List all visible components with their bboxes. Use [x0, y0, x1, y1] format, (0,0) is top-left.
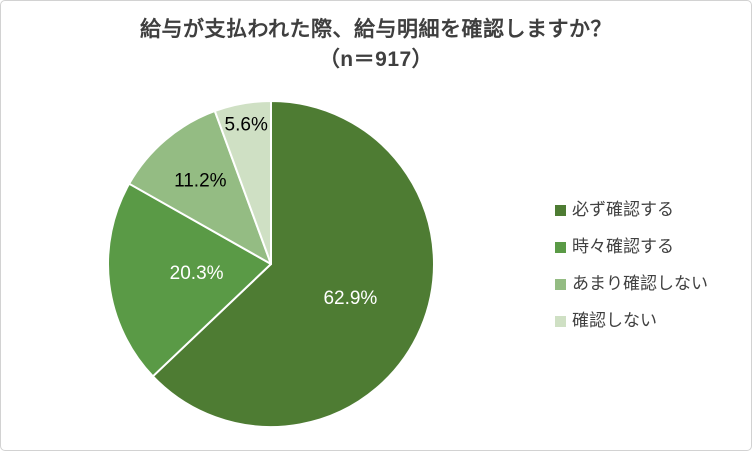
- legend-item: 時々確認する: [555, 236, 708, 258]
- legend-item: あまり確認しない: [555, 273, 708, 295]
- legend-label: あまり確認しない: [572, 274, 708, 293]
- legend-marker-icon: [555, 241, 566, 253]
- chart-title: 給与が支払われた際、給与明細を確認しますか？ （n＝917）: [1, 15, 751, 75]
- legend-label: 必ず確認する: [572, 200, 674, 219]
- legend-marker-icon: [555, 315, 566, 327]
- chart-title-line1: 給与が支払われた際、給与明細を確認しますか？: [140, 18, 612, 41]
- chart-legend: 必ず確認する 時々確認するあまり確認しない 確認しない: [555, 199, 708, 332]
- pie-slice: [128, 109, 272, 265]
- pie-slice-label: 11.2%: [174, 171, 227, 192]
- pie-slice-label: 5.6%: [225, 114, 268, 135]
- pie-slice: [107, 182, 272, 378]
- pie-slice-label: 62.9%: [323, 288, 377, 309]
- legend-item: 必ず確認する: [555, 199, 708, 221]
- legend-item: 確認しない: [555, 310, 708, 332]
- legend-marker-icon: [555, 278, 566, 290]
- pie-slice: [213, 100, 272, 265]
- pie-slice-label: 20.3%: [170, 263, 224, 284]
- legend-marker-icon: [555, 204, 566, 216]
- legend-label: 時々確認する: [572, 237, 674, 256]
- chart-title-line2: （n＝917）: [318, 47, 434, 71]
- legend-label: 確認しない: [572, 311, 657, 330]
- pie-slice: [151, 100, 435, 428]
